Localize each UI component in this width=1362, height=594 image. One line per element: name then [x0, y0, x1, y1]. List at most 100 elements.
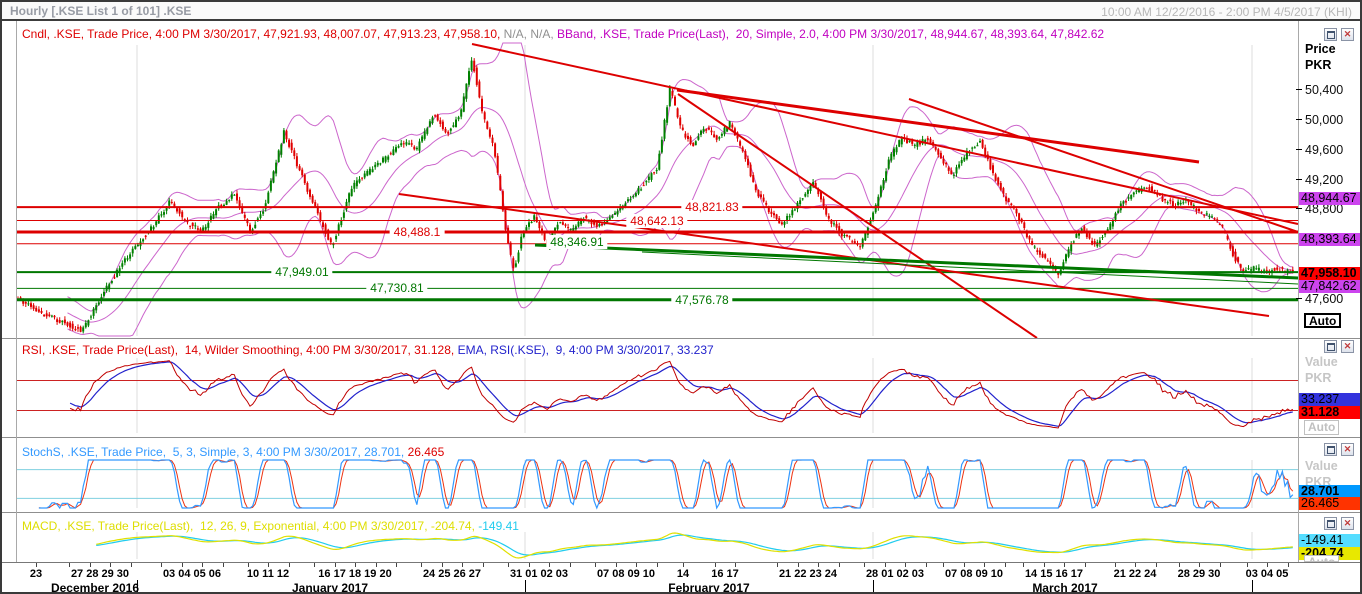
xaxis-tick	[202, 563, 203, 567]
rsi-axis-title: Value PKR	[1305, 355, 1338, 385]
price-level-label[interactable]: 48,488.1	[389, 225, 445, 239]
right-axis-line	[1298, 21, 1299, 562]
xaxis-month-label: March 2017	[1032, 581, 1098, 594]
xaxis-tick	[1247, 563, 1248, 567]
xaxis-tick	[268, 563, 269, 567]
price-value-badge: 48,393.64	[1299, 233, 1360, 246]
xaxis-tick	[335, 563, 336, 567]
price-value-badge: 48,944.67	[1299, 192, 1360, 205]
window-title: Hourly [.KSE List 1 of 101] .KSE	[10, 4, 192, 18]
xaxis-tick	[1135, 563, 1136, 567]
stoch-panel-legend[interactable]: StochS, .KSE, Trade Price, 5, 3, Simple,…	[22, 445, 444, 459]
xaxis-tick	[657, 563, 658, 567]
xaxis-tick	[529, 563, 530, 567]
xaxis-tick	[1288, 563, 1289, 567]
rsi-auto-scale-button[interactable]: Auto	[1304, 420, 1340, 435]
xaxis-month-label: February 2017	[668, 581, 750, 594]
panel-restore-icon[interactable]	[1324, 28, 1337, 41]
xaxis-day-labels: 14 15 16 17	[1024, 568, 1084, 580]
xaxis-tick	[69, 563, 70, 567]
xaxis-tick	[735, 563, 736, 567]
xaxis-month-label: January 2017	[291, 581, 369, 594]
xaxis-day-labels: 28 01 02 03	[865, 568, 925, 580]
panel-separator[interactable]	[2, 512, 1360, 513]
legend-segment: -149.41	[478, 519, 519, 533]
xaxis-day-labels: 10 11 12	[246, 568, 290, 580]
rsi-value-badge: 31.128	[1299, 406, 1360, 419]
xaxis-tick	[421, 563, 422, 567]
xaxis-tick	[1179, 563, 1180, 567]
price-level-label[interactable]: 48,346.91	[546, 235, 608, 249]
xaxis-tick	[1023, 563, 1024, 567]
macd-panel-legend[interactable]: MACD, .KSE, Trade Price(Last), 12, 26, 9…	[22, 519, 519, 533]
xaxis-tick	[1115, 563, 1116, 567]
xaxis-tick	[289, 563, 290, 567]
xaxis-tick	[376, 563, 377, 567]
xaxis-tick	[1267, 563, 1268, 567]
panel-close-icon[interactable]: ✕	[1341, 443, 1354, 456]
price-panel-legend[interactable]: Cndl, .KSE, Trade Price, 4:00 PM 3/30/20…	[22, 27, 1104, 41]
rsi-value-badge: 33.237	[1299, 393, 1360, 406]
panel-restore-icon[interactable]	[1324, 517, 1337, 530]
legend-segment: MACD, .KSE, Trade Price(Last), 12, 26, 9…	[22, 519, 479, 533]
xaxis-month-label: December 2016	[50, 581, 140, 594]
xaxis-tick	[964, 563, 965, 567]
xaxis-day-labels: 21 22 23 24	[778, 568, 838, 580]
xaxis-month-separator	[873, 580, 874, 592]
stoch-value-badge: 28.701	[1299, 485, 1360, 498]
xaxis-tick	[839, 563, 840, 567]
panel-close-icon[interactable]: ✕	[1341, 28, 1354, 41]
xaxis-tick	[1199, 563, 1200, 567]
xaxis-tick	[926, 563, 927, 567]
xaxis-tick	[595, 563, 596, 567]
legend-segment: StochS, .KSE, Trade Price, 5, 3, Simple,…	[22, 445, 408, 459]
xaxis-tick	[683, 563, 684, 567]
xaxis-tick	[90, 563, 91, 567]
xaxis-day-labels: 27 28 29 30	[70, 568, 130, 580]
xaxis-day-labels: 28 29 30	[1177, 568, 1221, 580]
panel-close-icon[interactable]: ✕	[1341, 340, 1354, 353]
xaxis-tick	[1044, 563, 1045, 567]
price-axis-tick: 48,800	[1296, 202, 1343, 216]
legend-segment: 26.465	[407, 445, 445, 459]
price-axis-title: Price PKR	[1305, 42, 1336, 72]
price-value-badge: 47,842.62	[1299, 280, 1360, 293]
panel-separator[interactable]	[2, 338, 1360, 339]
xaxis-day-labels: 24 25 26 27	[422, 568, 482, 580]
xaxis-tick	[248, 563, 249, 567]
price-level-label[interactable]: 47,730.81	[366, 281, 428, 295]
xaxis-tick	[1064, 563, 1065, 567]
legend-segment: N/A, N/A,	[500, 27, 558, 41]
price-auto-scale-button[interactable]: Auto	[1304, 313, 1342, 328]
xaxis-day-labels: 03 04 05 06	[162, 568, 222, 580]
macd-auto-scale-button[interactable]: Auto	[1304, 555, 1340, 562]
price-level-label[interactable]: 48,642.13	[626, 214, 688, 228]
panel-restore-icon[interactable]	[1324, 443, 1337, 456]
panel-close-icon[interactable]: ✕	[1341, 517, 1354, 530]
xaxis-tick	[161, 563, 162, 567]
xaxis-tick	[355, 563, 356, 567]
xaxis-tick	[131, 563, 132, 567]
xaxis-tick	[885, 563, 886, 567]
xaxis-tick	[442, 563, 443, 567]
xaxis-day-labels: 23	[29, 568, 43, 580]
title-bar[interactable]: Hourly [.KSE List 1 of 101] .KSE 10:00 A…	[2, 2, 1360, 21]
xaxis-day-labels: 16 17	[711, 568, 739, 580]
price-axis-tick: 49,200	[1296, 173, 1343, 187]
xaxis-tick	[984, 563, 985, 567]
xaxis-tick	[864, 563, 865, 567]
xaxis-day-labels: 16 17 18 19 20	[318, 568, 392, 580]
panel-separator[interactable]	[2, 437, 1360, 438]
xaxis-tick	[1156, 563, 1157, 567]
price-level-label[interactable]: 48,821.83	[681, 200, 743, 214]
legend-segment: BBand, .KSE, Trade Price(Last), 20, Simp…	[557, 27, 1105, 41]
xaxis-tick	[223, 563, 224, 567]
price-level-label[interactable]: 47,949.01	[271, 265, 333, 279]
rsi-panel-legend[interactable]: RSI, .KSE, Trade Price(Last), 14, Wilder…	[22, 343, 714, 357]
xaxis-tick	[818, 563, 819, 567]
date-range-label: 10:00 AM 12/22/2016 - 2:00 PM 4/5/2017 (…	[1101, 5, 1352, 19]
price-level-label[interactable]: 47,576.78	[671, 293, 733, 307]
panel-restore-icon[interactable]	[1324, 340, 1337, 353]
